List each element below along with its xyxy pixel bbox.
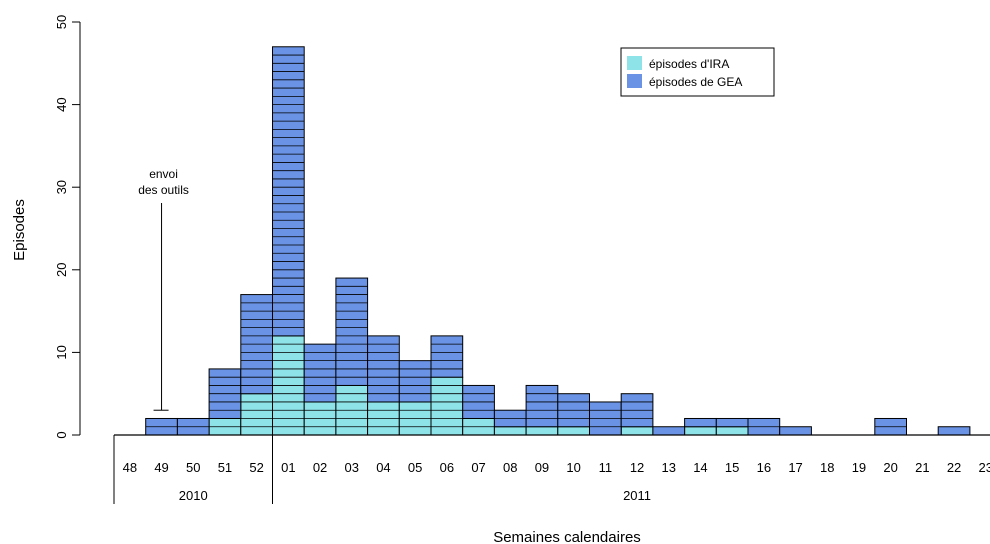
y-tick-label-20: 20: [54, 263, 69, 277]
x-tick-label-13: 13: [662, 460, 676, 475]
x-tick-label-15: 15: [725, 460, 739, 475]
x-tick-label-07: 07: [471, 460, 485, 475]
x-tick-label-06: 06: [440, 460, 454, 475]
x-tick-label-16: 16: [757, 460, 771, 475]
bar-s1-06: [430, 335, 464, 378]
annotation-text: des outils: [138, 183, 189, 197]
x-tick-label-11: 11: [599, 460, 613, 475]
bar-s0-06: [430, 376, 464, 436]
x-tick-label-05: 05: [408, 460, 422, 475]
bar-s1-13: [652, 426, 686, 436]
x-tick-label-02: 02: [313, 460, 327, 475]
legend: épisodes d'IRA épisodes de GEA: [620, 47, 775, 97]
bar-s1-01: [272, 46, 305, 337]
bar-s1-09: [525, 384, 559, 428]
x-tick-label-22: 22: [947, 460, 961, 475]
bar-s1-22: [937, 426, 971, 436]
x-tick-label-48: 48: [123, 460, 137, 475]
bar-s0-12: [620, 426, 654, 436]
bar-s1-14: [684, 417, 717, 428]
x-tick-label-14: 14: [693, 460, 707, 475]
bar-s1-02: [303, 343, 337, 403]
x-tick-label-51: 51: [218, 460, 232, 475]
x-tick-label-18: 18: [820, 460, 834, 475]
x-tick-label-17: 17: [788, 460, 802, 475]
x-tick-label-09: 09: [535, 460, 549, 475]
x-tick-label-49: 49: [154, 460, 168, 475]
bar-s1-15: [715, 417, 749, 428]
x-tick-label-01: 01: [281, 460, 295, 475]
x-tick-label-52: 52: [249, 460, 263, 475]
bar-s0-10: [557, 426, 590, 436]
bar-s0-08: [493, 426, 527, 436]
year-label-2011: 2011: [623, 488, 651, 503]
legend-swatch: [627, 74, 642, 88]
axes-layer: 0 10 20 30 40 50 Episodes 48 49 50 51 52 01 02 03 04 05 0…: [11, 15, 990, 544]
y-axis-title: Episodes: [11, 199, 28, 261]
bars-layer: [145, 46, 971, 436]
x-tick-label-50: 50: [186, 460, 200, 475]
year-label-2010: 2010: [179, 488, 208, 503]
bar-s1-03: [335, 277, 369, 386]
legend-label: épisodes d'IRA: [649, 57, 729, 71]
x-tick-label-12: 12: [630, 460, 644, 475]
x-tick-label-20: 20: [883, 460, 897, 475]
x-tick-label-19: 19: [852, 460, 866, 475]
x-axis-title: Semaines calendaires: [493, 529, 641, 544]
legend-label: épisodes de GEA: [649, 75, 742, 89]
bar-s0-52: [240, 393, 274, 436]
annotation-text: envoi: [149, 167, 178, 181]
x-tick-label-23: 23: [979, 460, 990, 475]
y-tick-label-30: 30: [54, 180, 69, 194]
bar-s0-09: [525, 426, 559, 436]
bar-s1-05: [398, 360, 432, 403]
y-tick-label-40: 40: [54, 97, 69, 111]
x-tick-label-21: 21: [915, 460, 929, 475]
annotation-layer: envoi des outils: [138, 167, 189, 411]
bar-s0-15: [715, 426, 749, 436]
bar-s1-17: [779, 426, 812, 436]
y-tick-label-10: 10: [54, 345, 69, 359]
bar-s0-14: [684, 426, 717, 436]
x-tick-label-03: 03: [345, 460, 359, 475]
y-tick-label-0: 0: [54, 431, 69, 438]
x-tick-label-04: 04: [376, 460, 390, 475]
x-tick-label-10: 10: [566, 460, 580, 475]
legend-swatch: [627, 56, 642, 70]
legend-box: [620, 47, 775, 97]
y-tick-label-50: 50: [54, 15, 69, 29]
x-tick-label-08: 08: [503, 460, 517, 475]
